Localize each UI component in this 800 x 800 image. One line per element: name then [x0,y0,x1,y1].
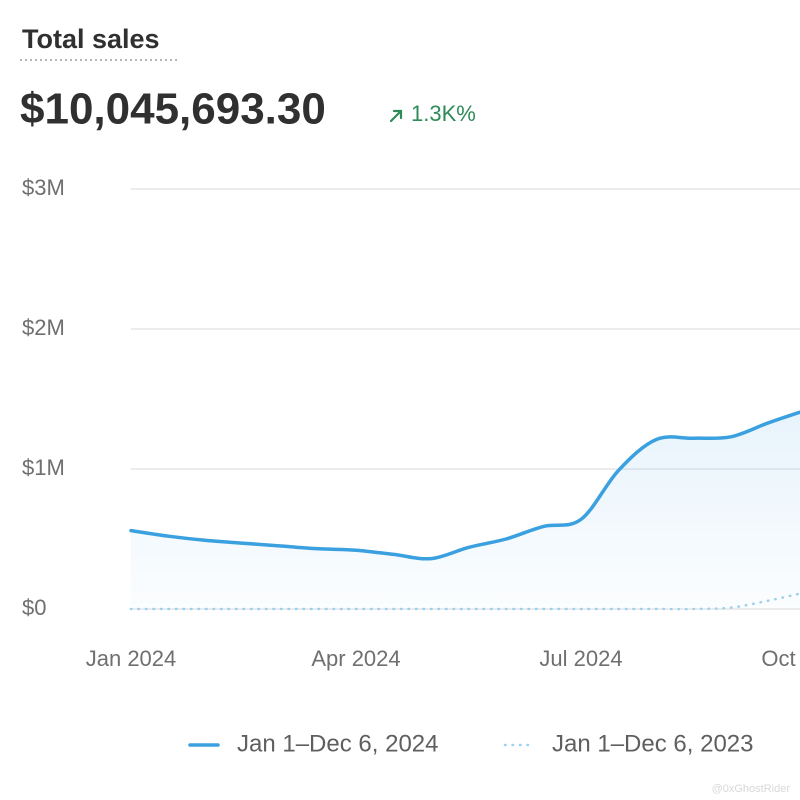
legend-label: Jan 1–Dec 6, 2023 [552,730,753,757]
series-line [129,410,800,561]
x-tick-label: Jul 2024 [539,646,622,671]
area [131,412,800,609]
x-tick-label: Apr 2024 [311,646,400,671]
change-value: 1.3K% [411,101,476,126]
y-tick-label: $0 [22,595,46,620]
legend-label: Jan 1–Dec 6, 2024 [237,730,438,757]
y-tick-label: $2M [22,315,65,340]
watermark: @0xGhostRider [712,783,791,795]
total-value: $10,045,693.30 [20,85,326,134]
x-tick-label: Oct 2024 [761,646,800,671]
y-tick-label: $3M [22,175,65,200]
up-arrow-icon [389,109,403,123]
y-tick-label: $1M [22,455,65,480]
x-tick-label: Jan 2024 [86,646,177,671]
title: Total sales [22,24,160,54]
